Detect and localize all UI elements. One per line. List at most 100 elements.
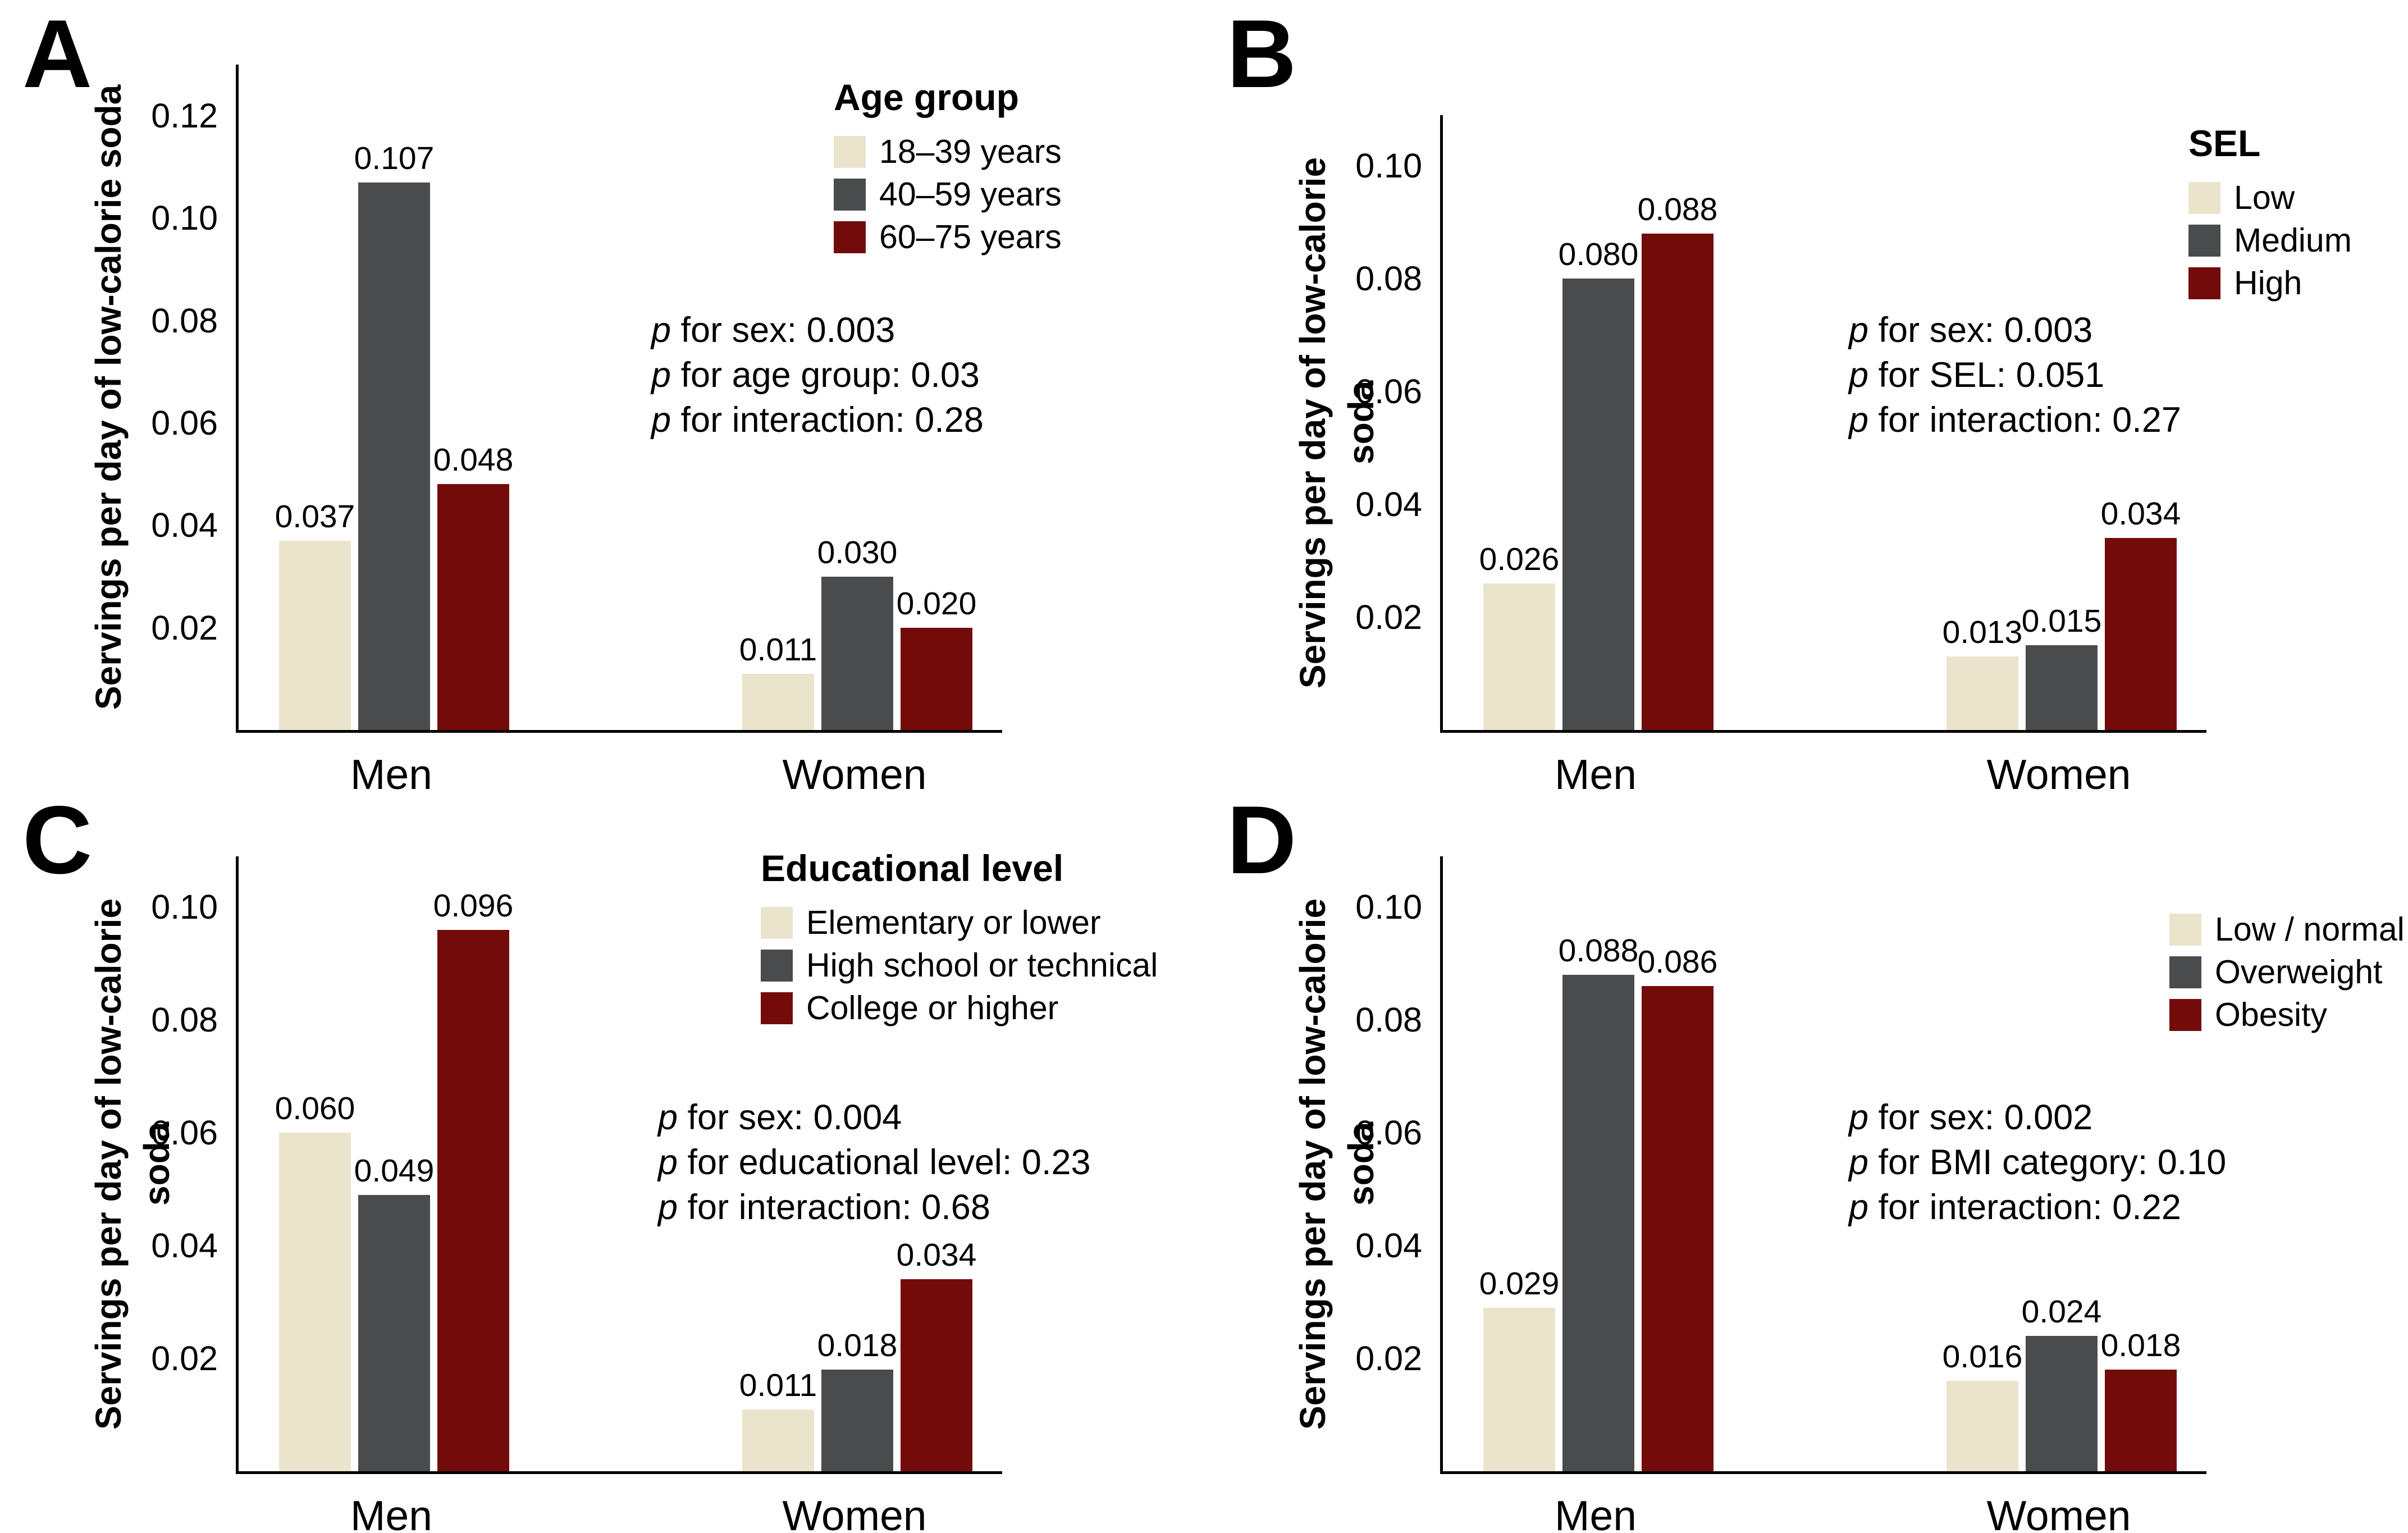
y-axis-title: Servings per day of low-calorie soda [88, 898, 177, 1430]
y-tick-label: 0.08 [1355, 259, 1422, 298]
p-value-text: for educational level: 0.23 [678, 1143, 1091, 1182]
bar-value-label: 0.024 [2021, 1293, 2102, 1330]
legend-item: Low [2188, 176, 2352, 219]
p-symbol: p [1849, 1143, 1869, 1182]
y-tick-label: 0.08 [1355, 1001, 1422, 1039]
legend-label: 60–75 years [879, 218, 1062, 256]
legend-item: Overweight [2169, 951, 2405, 993]
y-tick-label: 0.08 [151, 1001, 218, 1039]
legend-swatch [761, 949, 793, 982]
panel-d: D Servings per day of low-calorie soda 0.0… [1204, 766, 2408, 1533]
p-value-line: p for interaction: 0.28 [651, 398, 984, 442]
legend-title: Educational level [761, 847, 1064, 889]
bar-women-1 [1946, 656, 2018, 730]
bar-women-1 [742, 1409, 814, 1471]
bar-men-2 [1562, 974, 1634, 1471]
p-value-text: for interaction: 0.28 [671, 400, 984, 440]
legend-title: Age group [834, 76, 1019, 118]
p-value-text: for sex: 0.003 [671, 311, 895, 350]
bar-women-2 [821, 1370, 893, 1471]
p-value-text: for SEL: 0.051 [1868, 355, 2105, 395]
bar-value-label: 0.034 [2100, 496, 2181, 532]
p-symbol: p [1849, 355, 1869, 395]
y-tick-label: 0.02 [151, 608, 218, 647]
p-value-text: for interaction: 0.68 [678, 1188, 990, 1227]
legend-swatch [834, 135, 866, 168]
x-category-label: Women [782, 751, 927, 798]
y-tick-label: 0.06 [1355, 372, 1422, 411]
bar-women-1 [742, 673, 814, 730]
legend-swatch [2169, 913, 2201, 946]
y-tick-label: 0.04 [151, 1226, 218, 1265]
p-symbol: p [658, 1098, 678, 1137]
bar-women-3 [2105, 1370, 2177, 1471]
y-tick-label: 0.06 [151, 404, 218, 442]
y-tick-label: 0.08 [151, 301, 218, 340]
p-values-block: p for sex: 0.003 p for age group: 0.03 p f… [651, 308, 984, 442]
bar-men-2 [358, 182, 430, 730]
bar-value-label: 0.107 [354, 140, 435, 176]
bar-value-label: 0.020 [896, 585, 977, 622]
p-value-text: for BMI category: 0.10 [1868, 1143, 2227, 1182]
legend-title: SEL [2188, 122, 2261, 164]
p-values-block: p for sex: 0.002 p for BMI category: 0.10… [1849, 1095, 2226, 1230]
panel-letter: C [22, 786, 93, 894]
p-value-text: for sex: 0.003 [1868, 311, 2093, 350]
bar-men-2 [1562, 279, 1634, 730]
bar-men-3 [437, 929, 509, 1471]
bar-value-label: 0.080 [1558, 236, 1639, 273]
bar-men-3 [1642, 233, 1714, 730]
legend-item: Elementary or lower [761, 901, 1158, 944]
bar-men-3 [437, 484, 509, 730]
legend-label: Low [2234, 179, 2295, 216]
p-value-line: p for sex: 0.003 [1849, 308, 2181, 353]
legend-item: Obesity [2169, 993, 2405, 1036]
x-category-label: Men [350, 1492, 432, 1533]
bar-value-label: 0.013 [1942, 614, 2023, 651]
legend-label: Low / normal [2215, 910, 2405, 948]
plot-area: 0.060 0.011 0.049 0.018 0.096 0.034 [236, 856, 1002, 1474]
bar-value-label: 0.060 [275, 1091, 355, 1127]
legend-label: High school or technical [806, 946, 1158, 984]
panel-a: A Servings per day of low-calorie soda 0.0… [0, 0, 1204, 796]
p-symbol: p [651, 311, 671, 350]
bar-women-3 [2105, 538, 2177, 730]
p-value-line: p for interaction: 0.27 [1849, 398, 2181, 442]
bar-value-label: 0.088 [1637, 191, 1718, 227]
bar-value-label: 0.049 [354, 1152, 435, 1189]
legend-swatch [2188, 224, 2220, 257]
legend-item: 18–39 years [834, 130, 1062, 173]
legend-label: Elementary or lower [806, 904, 1101, 941]
p-symbol: p [1849, 1188, 1869, 1227]
p-values-block: p for sex: 0.004 p for educational level:… [658, 1095, 1091, 1230]
p-value-text: for sex: 0.004 [678, 1098, 902, 1137]
panel-b: B Servings per day of low-calorie soda 0.0… [1204, 0, 2408, 796]
x-category-label: Women [782, 1492, 927, 1533]
legend-item: Low / normal [2169, 908, 2405, 951]
y-axis-title: Servings per day of low-calorie soda [1292, 898, 1381, 1430]
p-symbol: p [651, 400, 671, 440]
legend: Age group 18–39 years 40–59 years 60–75 yea… [834, 79, 1062, 258]
legend-item: Medium [2188, 219, 2352, 262]
bar-value-label: 0.034 [896, 1237, 977, 1274]
bar-men-1 [1483, 1307, 1555, 1471]
bar-men-3 [1642, 986, 1714, 1471]
bar-men-1 [279, 540, 351, 730]
bar-value-label: 0.011 [739, 631, 817, 668]
p-symbol: p [1849, 400, 1869, 440]
legend-label: 40–59 years [879, 175, 1062, 213]
y-tick-label: 0.10 [151, 199, 218, 238]
legend: Educational level Elementary or lower High… [761, 850, 1158, 1029]
y-tick-label: 0.02 [151, 1339, 218, 1378]
bar-value-label: 0.088 [1558, 932, 1639, 969]
legend-swatch [2188, 181, 2220, 214]
bar-women-2 [821, 576, 893, 730]
p-symbol: p [658, 1188, 678, 1227]
bar-women-2 [2026, 645, 2098, 730]
legend-swatch [761, 992, 793, 1024]
p-value-text: for interaction: 0.27 [1868, 400, 2181, 440]
y-tick-label: 0.12 [151, 97, 218, 135]
bar-value-label: 0.011 [739, 1367, 817, 1403]
legend-label: Obesity [2215, 996, 2328, 1033]
